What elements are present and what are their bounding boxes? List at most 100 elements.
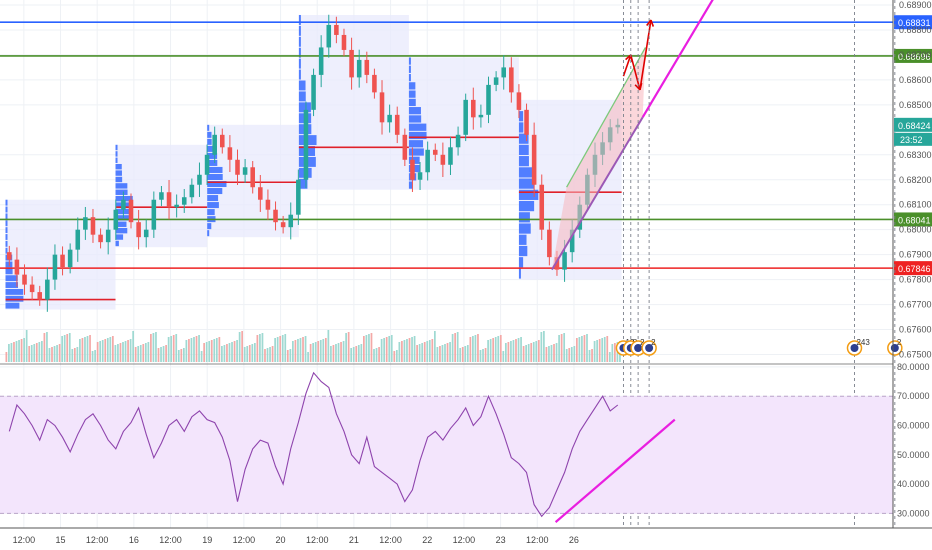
profile-row (408, 148, 424, 156)
volume-bar (380, 339, 383, 362)
volume-bar (474, 335, 477, 362)
volume-bar (423, 342, 426, 362)
volume-bar (35, 343, 38, 362)
volume-bar (456, 332, 459, 362)
volume-bar (421, 343, 424, 362)
profile-row (518, 133, 529, 144)
volume-bar (104, 339, 107, 362)
profile-row (408, 90, 416, 98)
volume-bar (373, 349, 375, 362)
volume-bar (162, 346, 165, 362)
volume-bar (588, 350, 591, 362)
profile-row (115, 189, 128, 195)
profile-row (298, 69, 301, 80)
volume-bar (84, 337, 86, 362)
candle (105, 217, 111, 255)
rising-channel[interactable] (551, 0, 717, 271)
price-tick-8: 0.68300 (899, 150, 932, 160)
volume-bar (510, 341, 512, 362)
volume-bar (347, 332, 350, 362)
volume-bar (228, 343, 231, 362)
profile-row (5, 240, 8, 247)
time-tick-7: 20 (276, 535, 286, 545)
event-badge-2[interactable]: 2 (630, 338, 646, 356)
profile-row (408, 107, 421, 115)
volume-bar (563, 333, 566, 362)
candle (318, 35, 324, 88)
event-badge-5[interactable]: 2 (887, 338, 903, 356)
volume-bar (61, 336, 64, 362)
rsi-tick-5: 80.0000 (897, 362, 930, 372)
event-badge-4[interactable]: 243 (846, 338, 870, 356)
time-tick-1: 15 (56, 535, 66, 545)
candle (136, 209, 141, 250)
volume-bar (444, 344, 446, 362)
event-badge-3[interactable]: 2 (641, 338, 657, 356)
volume-bar (117, 344, 119, 362)
horizontal-levels[interactable]: 0.68831 0.68696 0.68041 0.67846 (0, 15, 932, 276)
volume-bar (603, 337, 606, 362)
profile-row (207, 188, 223, 195)
volume-bar (368, 334, 370, 362)
time-tick-11: 22 (422, 535, 432, 545)
time-tick-2: 12:00 (86, 535, 109, 545)
candle (311, 68, 316, 117)
profile-row (5, 275, 18, 282)
profile-row (5, 199, 8, 206)
profile-row (115, 195, 133, 202)
volume-bar (370, 333, 373, 362)
candle (448, 137, 453, 176)
volume-bar (281, 335, 284, 362)
volume-bar (109, 337, 112, 362)
candle (128, 193, 134, 229)
candle (425, 141, 430, 181)
volume-bar (167, 337, 170, 362)
rsi-tick-4: 70.0000 (897, 391, 930, 401)
volume-bar (543, 331, 545, 362)
profile-row (207, 195, 219, 202)
level-badge-3 (894, 261, 932, 276)
candle (471, 87, 476, 130)
channel-upper-line[interactable] (566, 47, 647, 188)
volume-bar (182, 348, 185, 362)
candle (341, 28, 347, 57)
volume-bar (129, 339, 132, 362)
volume-bar (289, 349, 292, 362)
volume-bar (96, 342, 99, 362)
candle (7, 245, 12, 266)
channel-lower-line[interactable] (551, 116, 644, 271)
volume-bar (507, 342, 510, 362)
candle (235, 149, 240, 185)
volume-bar (218, 337, 221, 362)
volume-profile-sessions (5, 14, 622, 310)
profile-row (207, 166, 223, 173)
rsi-trendline[interactable] (554, 418, 676, 523)
volume-bar (451, 334, 454, 362)
profile-row (518, 223, 531, 234)
volume-bar (537, 340, 540, 362)
time-tick-8: 12:00 (306, 535, 329, 545)
profile-row (115, 151, 118, 157)
time-tick-12: 12:00 (453, 535, 476, 545)
volume-bar (51, 347, 53, 362)
profile-row (115, 240, 119, 247)
volume-bar (327, 330, 330, 362)
volume-bar (436, 347, 439, 362)
volume-bar (332, 345, 335, 362)
volume-bar (180, 349, 183, 362)
profile-row (518, 178, 535, 189)
candle (143, 219, 149, 248)
volume-bar (504, 343, 507, 362)
candle (349, 37, 354, 90)
candle (265, 189, 271, 220)
channel-projection-line[interactable] (641, 0, 717, 118)
volume-bar (144, 343, 147, 362)
volume-bar (357, 345, 360, 362)
level-badge-0 (894, 15, 932, 30)
volume-bar (433, 331, 436, 362)
volume-bar (40, 341, 43, 362)
rsi-tick-0: 30.0000 (897, 508, 930, 518)
level-label-1: 0.68696 (898, 52, 931, 62)
